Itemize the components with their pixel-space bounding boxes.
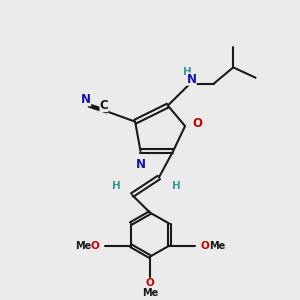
Text: Me: Me <box>142 288 158 298</box>
Text: C: C <box>100 99 108 112</box>
Text: H: H <box>112 181 121 191</box>
Text: N: N <box>187 73 196 85</box>
Text: N: N <box>136 158 146 171</box>
Text: O: O <box>91 241 99 250</box>
Text: O: O <box>146 278 154 288</box>
Text: O: O <box>192 117 202 130</box>
Text: N: N <box>81 93 91 106</box>
Text: H: H <box>172 181 181 191</box>
Text: Me: Me <box>209 241 225 250</box>
Text: H: H <box>183 67 191 77</box>
Text: O: O <box>201 241 209 250</box>
Text: Me: Me <box>75 241 91 250</box>
